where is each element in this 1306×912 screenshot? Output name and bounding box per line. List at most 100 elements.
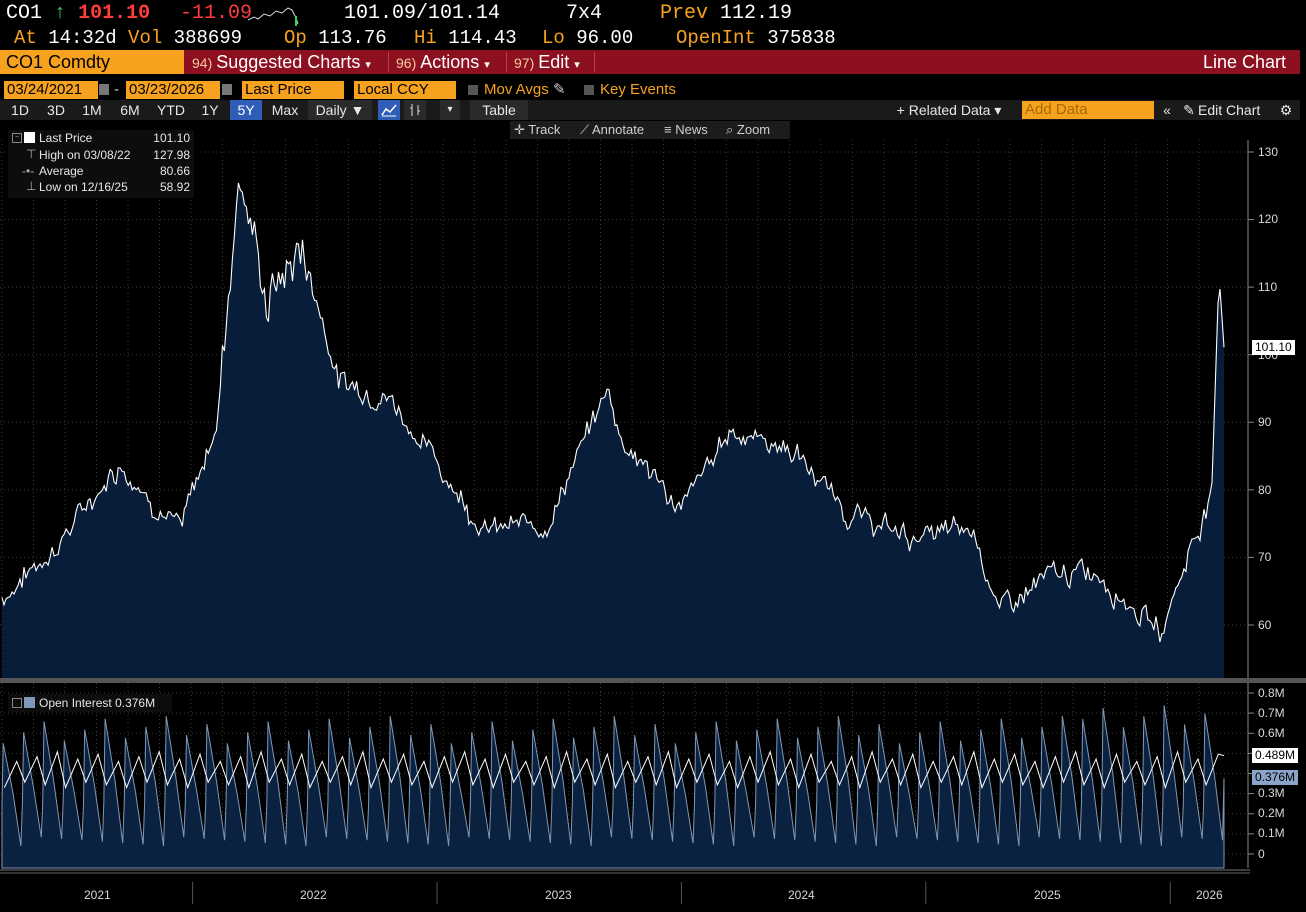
price-area [2, 183, 1224, 678]
y-tick-130: 130 [1258, 145, 1279, 159]
chart-canvas[interactable] [0, 140, 1306, 912]
period-5y[interactable]: 5Y [230, 100, 262, 120]
x-axis-band [0, 872, 1250, 874]
checkbox[interactable] [584, 85, 594, 95]
dropdown-icon: ▾ [365, 59, 371, 71]
quote-line-2: At 14:32d Vol 388699 [14, 27, 243, 49]
bid-ask: 101.09/101.14 [344, 2, 501, 25]
pencil-icon: ✎ [1183, 102, 1195, 118]
edit-chart-button[interactable]: Edit Chart [1198, 102, 1261, 118]
open-interest-area [1, 705, 1225, 869]
ask: 101.14 [428, 2, 501, 25]
dropdown-icon: ▾ [574, 59, 580, 71]
prev-close: Prev 112.19 [660, 2, 793, 25]
open-price: Op 113.76 [284, 27, 387, 49]
bar-chart-icon[interactable] [404, 100, 426, 120]
high-marker-icon: ⊤ [26, 147, 37, 161]
pencil-icon[interactable]: ✎ [552, 81, 566, 98]
table-button[interactable]: Table [470, 100, 528, 120]
annotate-button[interactable]: ⟋ Annotate [576, 121, 662, 139]
magnifier-icon: ⌕ [726, 122, 734, 137]
add-data-input[interactable]: Add Data [1022, 101, 1154, 119]
sparkline-icon [248, 7, 299, 26]
open-interest-legend: Open Interest 0.376M [8, 694, 172, 712]
collapse-toggle-icon[interactable]: − [12, 133, 22, 143]
checkbox[interactable] [468, 85, 478, 95]
annotate-icon: ⟋ [580, 122, 590, 137]
x-label-2024: 2024 [788, 888, 815, 902]
net-change: -11.09 [180, 2, 253, 25]
y-tick-120: 120 [1258, 212, 1279, 226]
end-date-input[interactable]: 03/23/2026 [126, 81, 220, 99]
x-label-2026: 2026 [1196, 888, 1223, 902]
edit-button[interactable]: 97) Edit ▾ [514, 52, 580, 72]
price-line [1, 182, 1225, 643]
bid-ask-size: 7x4 [566, 2, 603, 25]
x-label-2021: 2021 [84, 888, 111, 902]
chart-style-dropdown-icon[interactable]: ▾ [440, 100, 460, 120]
y-tick-110: 110 [1258, 280, 1278, 294]
quote-line-1: CO1 ↑ 101.10 [6, 2, 150, 26]
chart-type-title: Line Chart [1202, 52, 1286, 72]
start-date-input[interactable]: 03/24/2021 [4, 81, 98, 99]
calendar-icon[interactable] [222, 84, 232, 95]
y-tick-90: 90 [1258, 415, 1272, 429]
gear-icon[interactable]: ⚙ [1279, 102, 1293, 118]
frequency-select[interactable]: Daily ▼ [308, 100, 372, 120]
dropdown-icon: ▾ [484, 59, 490, 71]
open-interest-average-line [3, 750, 1225, 790]
x-label-2023: 2023 [545, 888, 572, 902]
price-legend: − Last Price 101.10 ⊤ High on 03/08/22 1… [8, 130, 194, 198]
oi-tick-0.7m: 0.7M [1258, 706, 1285, 720]
divider [506, 52, 507, 72]
bid: 101.09 [344, 2, 417, 25]
key-events-toggle[interactable]: Key Events [584, 81, 676, 99]
average-marker-icon: -•- [22, 164, 35, 178]
axes [0, 140, 1254, 904]
low-price: Lo 96.00 [542, 27, 634, 49]
field-select[interactable]: Last Price [242, 81, 344, 99]
crosshair-icon: ✛ [514, 122, 525, 137]
x-label-2022: 2022 [300, 888, 327, 902]
chart-toolbar: 1D 3D 1M 6M YTD 1Y 5Y Max Daily ▼ ▾ Tabl… [0, 100, 1300, 120]
news-button[interactable]: ≡ News [660, 121, 724, 139]
security-field[interactable]: CO1 Comdty [0, 50, 184, 74]
calendar-icon[interactable] [99, 84, 109, 95]
oi-last-tag: 0.376M [1252, 770, 1299, 785]
suggested-charts-button[interactable]: 94) Suggested Charts ▾ [192, 52, 371, 72]
period-6m[interactable]: 6M [120, 102, 140, 118]
last-price: 101.10 [78, 2, 151, 25]
track-button[interactable]: ✛ Track [510, 121, 578, 139]
last-price-swatch [24, 132, 35, 143]
oi-tick-0: 0 [1258, 847, 1265, 861]
up-arrow-icon: ↑ [54, 2, 67, 25]
last-price-tag: 101.10 [1252, 340, 1295, 355]
zoom-button[interactable]: ⌕ Zoom [722, 121, 790, 139]
menu-bar: CO1 Comdty 94) Suggested Charts ▾ 96) Acti… [0, 50, 1300, 74]
low-marker-icon: ⊥ [26, 179, 37, 193]
period-1d[interactable]: 1D [11, 102, 29, 118]
chart-tools: ✛ Track ⟋ Annotate ≡ News ⌕ Zoom [510, 121, 790, 141]
open-interest-swatch [24, 697, 35, 708]
ticker[interactable]: CO1 [6, 2, 43, 25]
period-max[interactable]: Max [271, 102, 299, 118]
y-tick-70: 70 [1258, 550, 1272, 564]
divider [388, 52, 389, 72]
period-ytd[interactable]: YTD [157, 102, 185, 118]
oi-tick-0.3m: 0.3M [1258, 786, 1285, 800]
mov-avgs-toggle[interactable]: Mov Avgs ✎ [468, 81, 566, 99]
oi-tick-0.8m: 0.8M [1258, 686, 1285, 700]
period-3d[interactable]: 3D [47, 102, 65, 118]
collapse-toggle-icon[interactable] [12, 698, 22, 708]
news-icon: ≡ [664, 122, 672, 137]
x-label-2025: 2025 [1034, 888, 1061, 902]
actions-button[interactable]: 96) Actions ▾ [396, 52, 490, 72]
quote-time: 14:32d [48, 27, 117, 49]
collapse-icon[interactable]: « [1163, 102, 1171, 118]
period-1m[interactable]: 1M [82, 102, 102, 118]
currency-select[interactable]: Local CCY [354, 81, 456, 99]
panel-divider[interactable] [0, 678, 1306, 683]
period-1y[interactable]: 1Y [201, 102, 219, 118]
related-data-button[interactable]: + Related Data ▾ [896, 102, 1002, 118]
line-chart-icon[interactable] [378, 100, 400, 120]
